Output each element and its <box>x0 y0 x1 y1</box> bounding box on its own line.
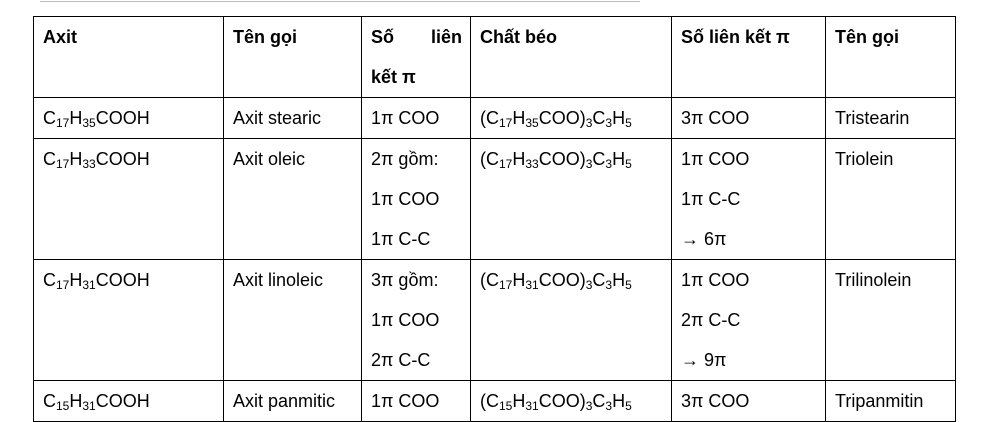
fat-pi-count-cell: 3π COO <box>671 380 826 422</box>
acid-formula-cell: C17H31COOH <box>33 259 224 381</box>
fat-name-cell: Trilinolein <box>825 259 956 381</box>
header-pi-count-word1: Số <box>371 27 395 47</box>
header-name: Tên gọi <box>223 16 362 98</box>
acid-name: Axit linoleic <box>233 270 324 290</box>
fat-pi-count-line: 1π COO <box>681 270 750 290</box>
fat-formula: (C17H35COO)3C3H5 <box>480 108 632 130</box>
fat-pi-count-cell: 1π COO 1π C-C → 6π <box>671 138 826 260</box>
pi-count-cell: 2π gồm: 1π COO 1π C-C <box>361 138 471 260</box>
pi-count-line: 1π COO <box>371 391 440 411</box>
pi-count-cell: 1π COO <box>361 380 471 422</box>
fat-name-cell: Triolein <box>825 138 956 260</box>
fat-name-cell: Tristearin <box>825 97 956 139</box>
acid-name: Axit stearic <box>233 108 322 128</box>
acid-name-cell: Axit linoleic <box>223 259 362 381</box>
table-row: C15H31COOH Axit panmitic 1π COO (C15H31COO)… <box>33 380 956 422</box>
fat-formula: (C15H31COO)3C3H5 <box>480 391 632 413</box>
fat-pi-count-line: 1π COO <box>681 149 750 169</box>
pi-count-line: 1π COO <box>371 108 440 128</box>
fat-pi-count-cell: 1π COO 2π C-C → 9π <box>671 259 826 381</box>
acid-formula: C17H35COOH <box>43 108 150 130</box>
table-row: C17H35COOH Axit stearic 1π COO (C17H35COO)3… <box>33 97 956 139</box>
fat-formula-cell: (C17H35COO)3C3H5 <box>470 97 672 139</box>
fat-formula-cell: (C17H33COO)3C3H5 <box>470 138 672 260</box>
header-fat-pi-count: Số liên kết π <box>671 16 826 98</box>
pi-count-cell: 1π COO <box>361 97 471 139</box>
pi-count-line: 1π COO <box>371 310 440 330</box>
acid-name-cell: Axit panmitic <box>223 380 362 422</box>
acid-formula-cell: C17H33COOH <box>33 138 224 260</box>
fat-pi-count-line: → 9π <box>681 350 727 370</box>
acid-name-cell: Axit oleic <box>223 138 362 260</box>
fat-formula-cell: (C15H31COO)3C3H5 <box>470 380 672 422</box>
fat-pi-count-cell: 3π COO <box>671 97 826 139</box>
fat-name: Tripanmitin <box>835 391 924 411</box>
fat-pi-count-line: 1π C-C <box>681 189 741 209</box>
acid-name: Axit oleic <box>233 149 306 169</box>
fat-name-cell: Tripanmitin <box>825 380 956 422</box>
fat-name: Triolein <box>835 149 894 169</box>
header-pi-count-word2: liên <box>430 27 462 47</box>
acid-formula-cell: C17H35COOH <box>33 97 224 139</box>
fat-name: Tristearin <box>835 108 910 128</box>
header-fat-name: Tên gọi <box>825 16 956 98</box>
pi-count-line: 3π gồm: <box>371 270 439 290</box>
pi-count-line: 2π C-C <box>371 350 431 370</box>
pi-count-line: 1π COO <box>371 189 440 209</box>
acid-formula: C15H31COOH <box>43 391 150 413</box>
header-acid: Axit <box>33 16 224 98</box>
header-pi-count-line2: kết π <box>371 67 416 87</box>
table-row: C17H33COOH Axit oleic 2π gồm: 1π COO 1π C-C (… <box>33 138 956 260</box>
fat-name: Trilinolein <box>835 270 912 290</box>
header-fat: Chất béo <box>470 16 672 98</box>
fat-pi-count-line: → 6π <box>681 229 727 249</box>
acid-name: Axit panmitic <box>233 391 336 411</box>
pi-count-line: 1π C-C <box>371 229 431 249</box>
acid-formula-cell: C15H31COOH <box>33 380 224 422</box>
acid-name-cell: Axit stearic <box>223 97 362 139</box>
header-pi-count: Số liên kết π <box>361 16 471 98</box>
fat-pi-count-line: 3π COO <box>681 391 750 411</box>
previous-text-cutoff <box>0 0 991 6</box>
pi-count-line: 2π gồm: <box>371 149 439 169</box>
table-header-row: Axit Tên gọi Số liên kết π Chất béo Số l… <box>33 16 956 98</box>
fat-formula: (C17H33COO)3C3H5 <box>480 149 632 171</box>
fat-formula: (C17H31COO)3C3H5 <box>480 270 632 292</box>
fat-pi-count-line: 2π C-C <box>681 310 741 330</box>
table-row: C17H31COOH Axit linoleic 3π gồm: 1π COO 2π C… <box>33 259 956 381</box>
fat-pi-count-line: 3π COO <box>681 108 750 128</box>
pi-count-cell: 3π gồm: 1π COO 2π C-C <box>361 259 471 381</box>
fat-formula-cell: (C17H31COO)3C3H5 <box>470 259 672 381</box>
fatty-acid-table: Axit Tên gọi Số liên kết π Chất béo Số l… <box>33 16 956 422</box>
acid-formula: C17H31COOH <box>43 270 150 292</box>
acid-formula: C17H33COOH <box>43 149 150 171</box>
